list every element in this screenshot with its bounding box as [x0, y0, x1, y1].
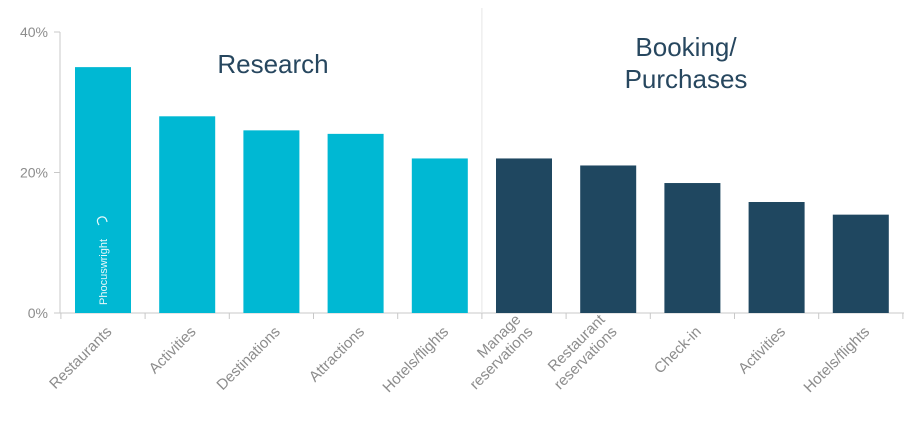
- bar: [411, 158, 468, 313]
- group-label: Purchases: [625, 64, 748, 94]
- category-label-group: Attractions: [306, 323, 368, 385]
- category-label: Restaurants: [46, 323, 115, 392]
- category-label-group: Activities: [146, 323, 200, 377]
- category-label-group: Hotels/flights: [800, 323, 873, 396]
- category-label-group: Check-in: [651, 323, 705, 377]
- category-label-group: Activities: [735, 323, 789, 377]
- category-label: Hotels/flights: [800, 323, 873, 396]
- bar: [243, 130, 300, 313]
- bar: [748, 202, 805, 313]
- bar: [327, 133, 384, 313]
- bars-layer: [75, 67, 889, 313]
- category-label: Attractions: [306, 323, 368, 385]
- category-label-group: Destinations: [213, 323, 283, 393]
- y-tick-label: 20%: [20, 165, 48, 181]
- bar: [580, 165, 637, 313]
- group-label: Booking/: [635, 32, 737, 62]
- category-label: Activities: [735, 323, 789, 377]
- category-label: Destinations: [213, 323, 283, 393]
- watermark-text: Phocuswright: [98, 239, 110, 305]
- bar: [496, 158, 552, 313]
- watermark-logo: Phocuswright: [96, 216, 110, 305]
- category-label-group: Restaurants: [46, 323, 115, 392]
- watermark-swirl-icon: [96, 216, 108, 226]
- bar: [75, 67, 131, 313]
- bar: [159, 116, 216, 313]
- bar: [664, 183, 721, 313]
- category-label: Check-in: [651, 323, 705, 377]
- category-label: Activities: [146, 323, 200, 377]
- bar: [832, 214, 889, 313]
- y-tick-label: 0%: [28, 305, 48, 321]
- category-label-group: Hotels/flights: [379, 323, 452, 396]
- y-tick-label: 40%: [20, 24, 48, 40]
- category-label: Hotels/flights: [379, 323, 452, 396]
- group-label: Research: [217, 49, 328, 79]
